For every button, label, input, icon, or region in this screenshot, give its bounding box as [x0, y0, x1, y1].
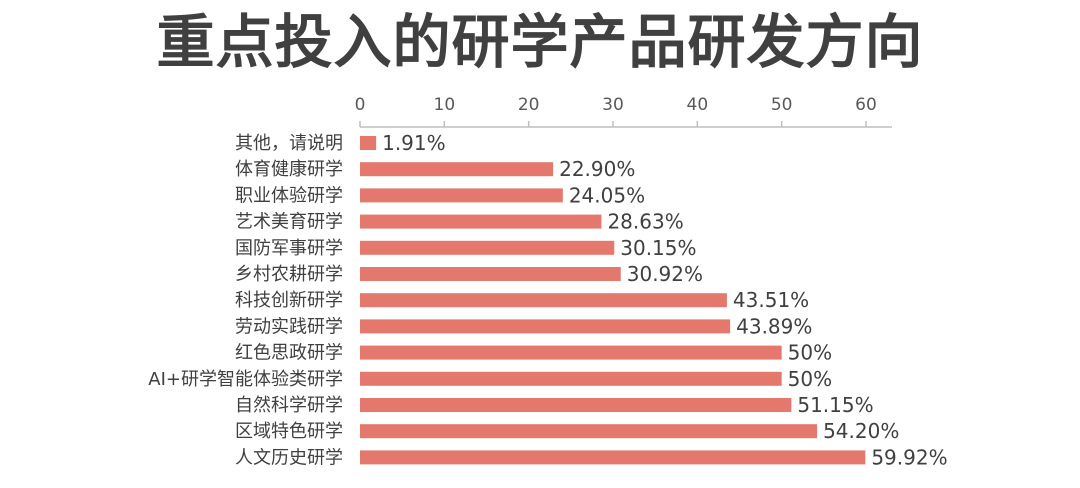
- data-label: 59.92%: [871, 445, 947, 469]
- bar: [360, 345, 782, 360]
- category-label: 国防军事研学: [235, 238, 343, 259]
- chart-title: 重点投入的研学产品研发方向: [156, 8, 924, 76]
- bar: [360, 188, 563, 203]
- x-tick-label: 0: [355, 95, 366, 115]
- category-label: 乡村农耕研学: [235, 264, 343, 285]
- data-label: 54.20%: [823, 419, 899, 443]
- data-label: 43.89%: [736, 314, 812, 338]
- x-tick-label: 60: [855, 95, 877, 115]
- category-label: 科技创新研学: [235, 290, 343, 311]
- category-label: 人文历史研学: [235, 447, 343, 468]
- x-tick-label: 30: [602, 95, 624, 115]
- x-tick-label: 50: [771, 95, 793, 115]
- bar: [360, 214, 602, 229]
- bar: [360, 162, 554, 177]
- data-label: 30.92%: [627, 262, 703, 286]
- data-label: 1.91%: [382, 131, 446, 155]
- data-label: 50%: [788, 341, 832, 365]
- data-label: 22.90%: [559, 157, 635, 181]
- bar: [360, 424, 818, 439]
- x-tick-label: 40: [687, 95, 709, 115]
- category-label: 自然科学研学: [235, 395, 343, 416]
- x-tick-label: 10: [434, 95, 456, 115]
- bar: [360, 136, 377, 150]
- bar: [360, 293, 727, 308]
- category-label: 劳动实践研学: [235, 316, 343, 337]
- bar: [360, 267, 621, 281]
- bar: [360, 450, 866, 465]
- category-label: AI+研学智能体验类研学: [148, 369, 343, 390]
- bar: [360, 398, 792, 412]
- bar: [360, 240, 615, 255]
- x-tick-label: 20: [518, 95, 540, 115]
- category-label: 区域特色研学: [235, 421, 343, 442]
- category-label: 红色思政研学: [235, 343, 343, 364]
- data-label: 28.63%: [607, 210, 683, 234]
- data-label: 51.15%: [797, 393, 873, 417]
- data-label: 24.05%: [569, 183, 645, 207]
- bar: [360, 371, 782, 386]
- data-label: 50%: [788, 367, 832, 391]
- category-label: 体育健康研学: [235, 159, 343, 180]
- data-label: 43.51%: [733, 288, 809, 312]
- data-label: 30.15%: [620, 236, 696, 260]
- category-label: 职业体验研学: [235, 185, 343, 206]
- bar: [360, 319, 731, 334]
- category-label: 其他，请说明: [235, 133, 343, 154]
- category-label: 艺术美育研学: [235, 212, 343, 233]
